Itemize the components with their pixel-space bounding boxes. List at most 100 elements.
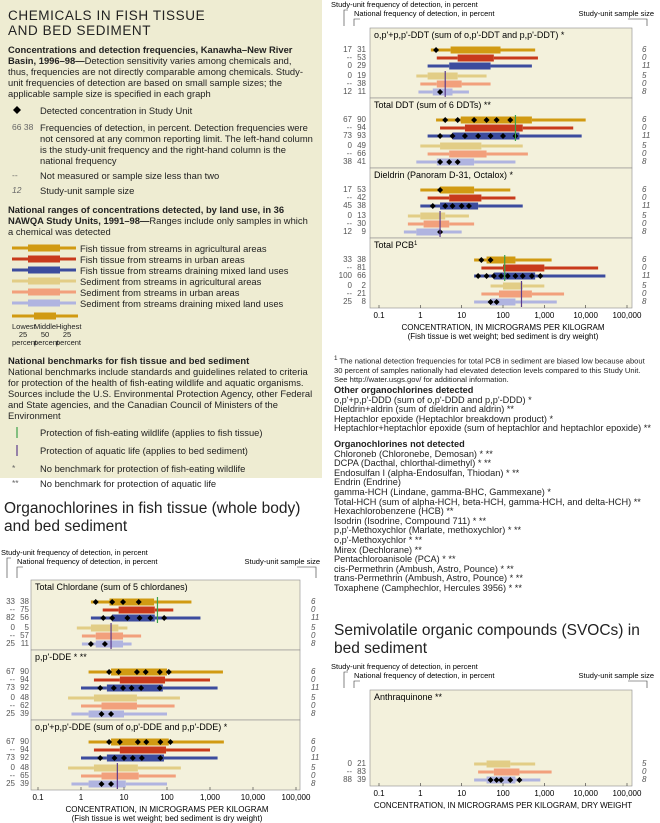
sample-size: 8: [642, 775, 647, 784]
range-upper: [515, 778, 541, 782]
panel-title: p,p'-DDE * **: [35, 652, 87, 662]
panel: [369, 167, 633, 239]
land-use-label: Fish tissue from streams in urban areas: [80, 253, 245, 265]
range-lower: [420, 188, 441, 192]
panel: [30, 719, 301, 791]
footnote: 1 The national detection frequencies for…: [334, 354, 654, 384]
range-upper: [123, 634, 142, 638]
detected-point: [483, 273, 490, 279]
list-item: o,p'-Methoxychlor * **: [334, 534, 423, 545]
x-tick-label: 100: [496, 789, 510, 798]
range-lower: [416, 74, 428, 78]
key-item: -- Not measured or sample size less than…: [12, 170, 314, 181]
sample-size: 11: [642, 201, 650, 210]
sample-size: 5: [311, 763, 316, 772]
benchmark-legend: Protection of fish-eating wildlife (appl…: [8, 427, 314, 489]
detected-point: [106, 739, 113, 745]
list-item: Isodrin (Isodrine, Compound 711) * **: [334, 515, 487, 526]
sample-size: 0: [311, 701, 316, 710]
ranges-text: Ranges include only samples in which a c…: [8, 215, 308, 237]
national-frequency: 81: [357, 263, 366, 272]
range-middle: [440, 142, 482, 150]
national-frequency: 49: [357, 141, 366, 150]
study-frequency: --: [10, 745, 16, 754]
header-bracket: [353, 680, 360, 688]
panel-title: Total DDT (sum of 6 DDTs) **: [374, 100, 491, 110]
range-upper: [163, 756, 218, 760]
study-frequency: 33: [6, 597, 15, 606]
range-upper: [136, 704, 175, 708]
range-middle: [106, 684, 163, 692]
detected-point: [493, 299, 500, 305]
chart-title: Semivolatile organic compounds (SVOCs) i…: [334, 622, 640, 657]
range-upper: [515, 258, 552, 262]
detected-point: [108, 711, 115, 717]
sample-size: 0: [642, 79, 647, 88]
range-lower: [93, 678, 120, 682]
legend-box: CHEMICALS IN FISH TISSUE AND BED SEDIMEN…: [0, 0, 322, 489]
range-lower: [436, 118, 461, 122]
study-frequency: 0: [348, 141, 353, 150]
land-use-swatch: [12, 299, 76, 307]
sample-size: 5: [311, 623, 316, 632]
land-use-swatch: [12, 277, 76, 285]
list-item: Endrin (Endrine): [334, 477, 401, 488]
list-item: Mirex (Dechlorane) **: [334, 544, 422, 555]
x-tick-label: 100: [496, 311, 510, 320]
detected-point: [483, 117, 490, 123]
sample-size: 11: [642, 131, 650, 140]
list-item: Pentachloroanisole (PCA) * **: [334, 554, 456, 565]
panel-title: o,p'+p,p'-DDE (sum of o,p'-DDE and p,p'-…: [35, 722, 228, 732]
header-bracket: [628, 680, 648, 688]
detected-point: [157, 755, 164, 761]
range-lower: [481, 266, 503, 270]
detected-point: [437, 133, 444, 139]
detected-point: [454, 117, 461, 123]
national-frequency: 31: [357, 45, 366, 54]
key-symbol: 12: [12, 185, 22, 195]
range-lower: [416, 160, 437, 164]
range-upper: [168, 740, 224, 744]
national-frequency: 90: [20, 667, 29, 676]
land-use-swatch: [12, 244, 76, 252]
panel: [30, 649, 301, 721]
sample-size: 5: [642, 759, 647, 768]
study-frequency: 25: [6, 639, 15, 648]
panel-title: Anthraquinone **: [374, 692, 443, 702]
range-upper: [481, 144, 523, 148]
detected-point: [109, 599, 116, 605]
sample-size: 11: [311, 753, 319, 762]
range-upper: [137, 766, 181, 770]
legend-title-line: AND BED SEDIMENT: [8, 23, 152, 38]
detected-point: [128, 685, 135, 691]
sample-size: 0: [642, 193, 647, 202]
detected-point: [120, 599, 127, 605]
swatch-thick: [28, 277, 60, 285]
range-upper: [138, 774, 176, 778]
range-upper: [531, 118, 586, 122]
national-frequency: 38: [357, 79, 366, 88]
range-lower: [93, 748, 120, 752]
list-item: Heptachlor epoxide (Heptachlor breakdown…: [334, 413, 554, 424]
intro: Concentrations and detection frequencies…: [8, 44, 314, 99]
range-middle: [486, 760, 511, 768]
x-tick-label: 0.1: [373, 311, 385, 320]
range-upper: [154, 616, 201, 620]
x-tick-label: 10,000: [573, 311, 598, 320]
national-frequency: 13: [357, 211, 366, 220]
study-frequency: 12: [343, 87, 352, 96]
range-upper: [136, 696, 180, 700]
range-middle: [436, 80, 462, 88]
range-upper: [522, 126, 574, 130]
range-middle: [93, 764, 138, 772]
detected-point: [442, 117, 449, 123]
detected-point: [446, 159, 453, 165]
percentile-thick: [34, 312, 56, 320]
detected-point: [478, 257, 485, 263]
study-frequency: 88: [343, 775, 352, 784]
detected-point: [167, 739, 174, 745]
range-lower: [436, 56, 458, 60]
national-frequency: 53: [357, 53, 366, 62]
national-frequency: 2: [362, 281, 367, 290]
sample-size: 5: [642, 141, 647, 150]
